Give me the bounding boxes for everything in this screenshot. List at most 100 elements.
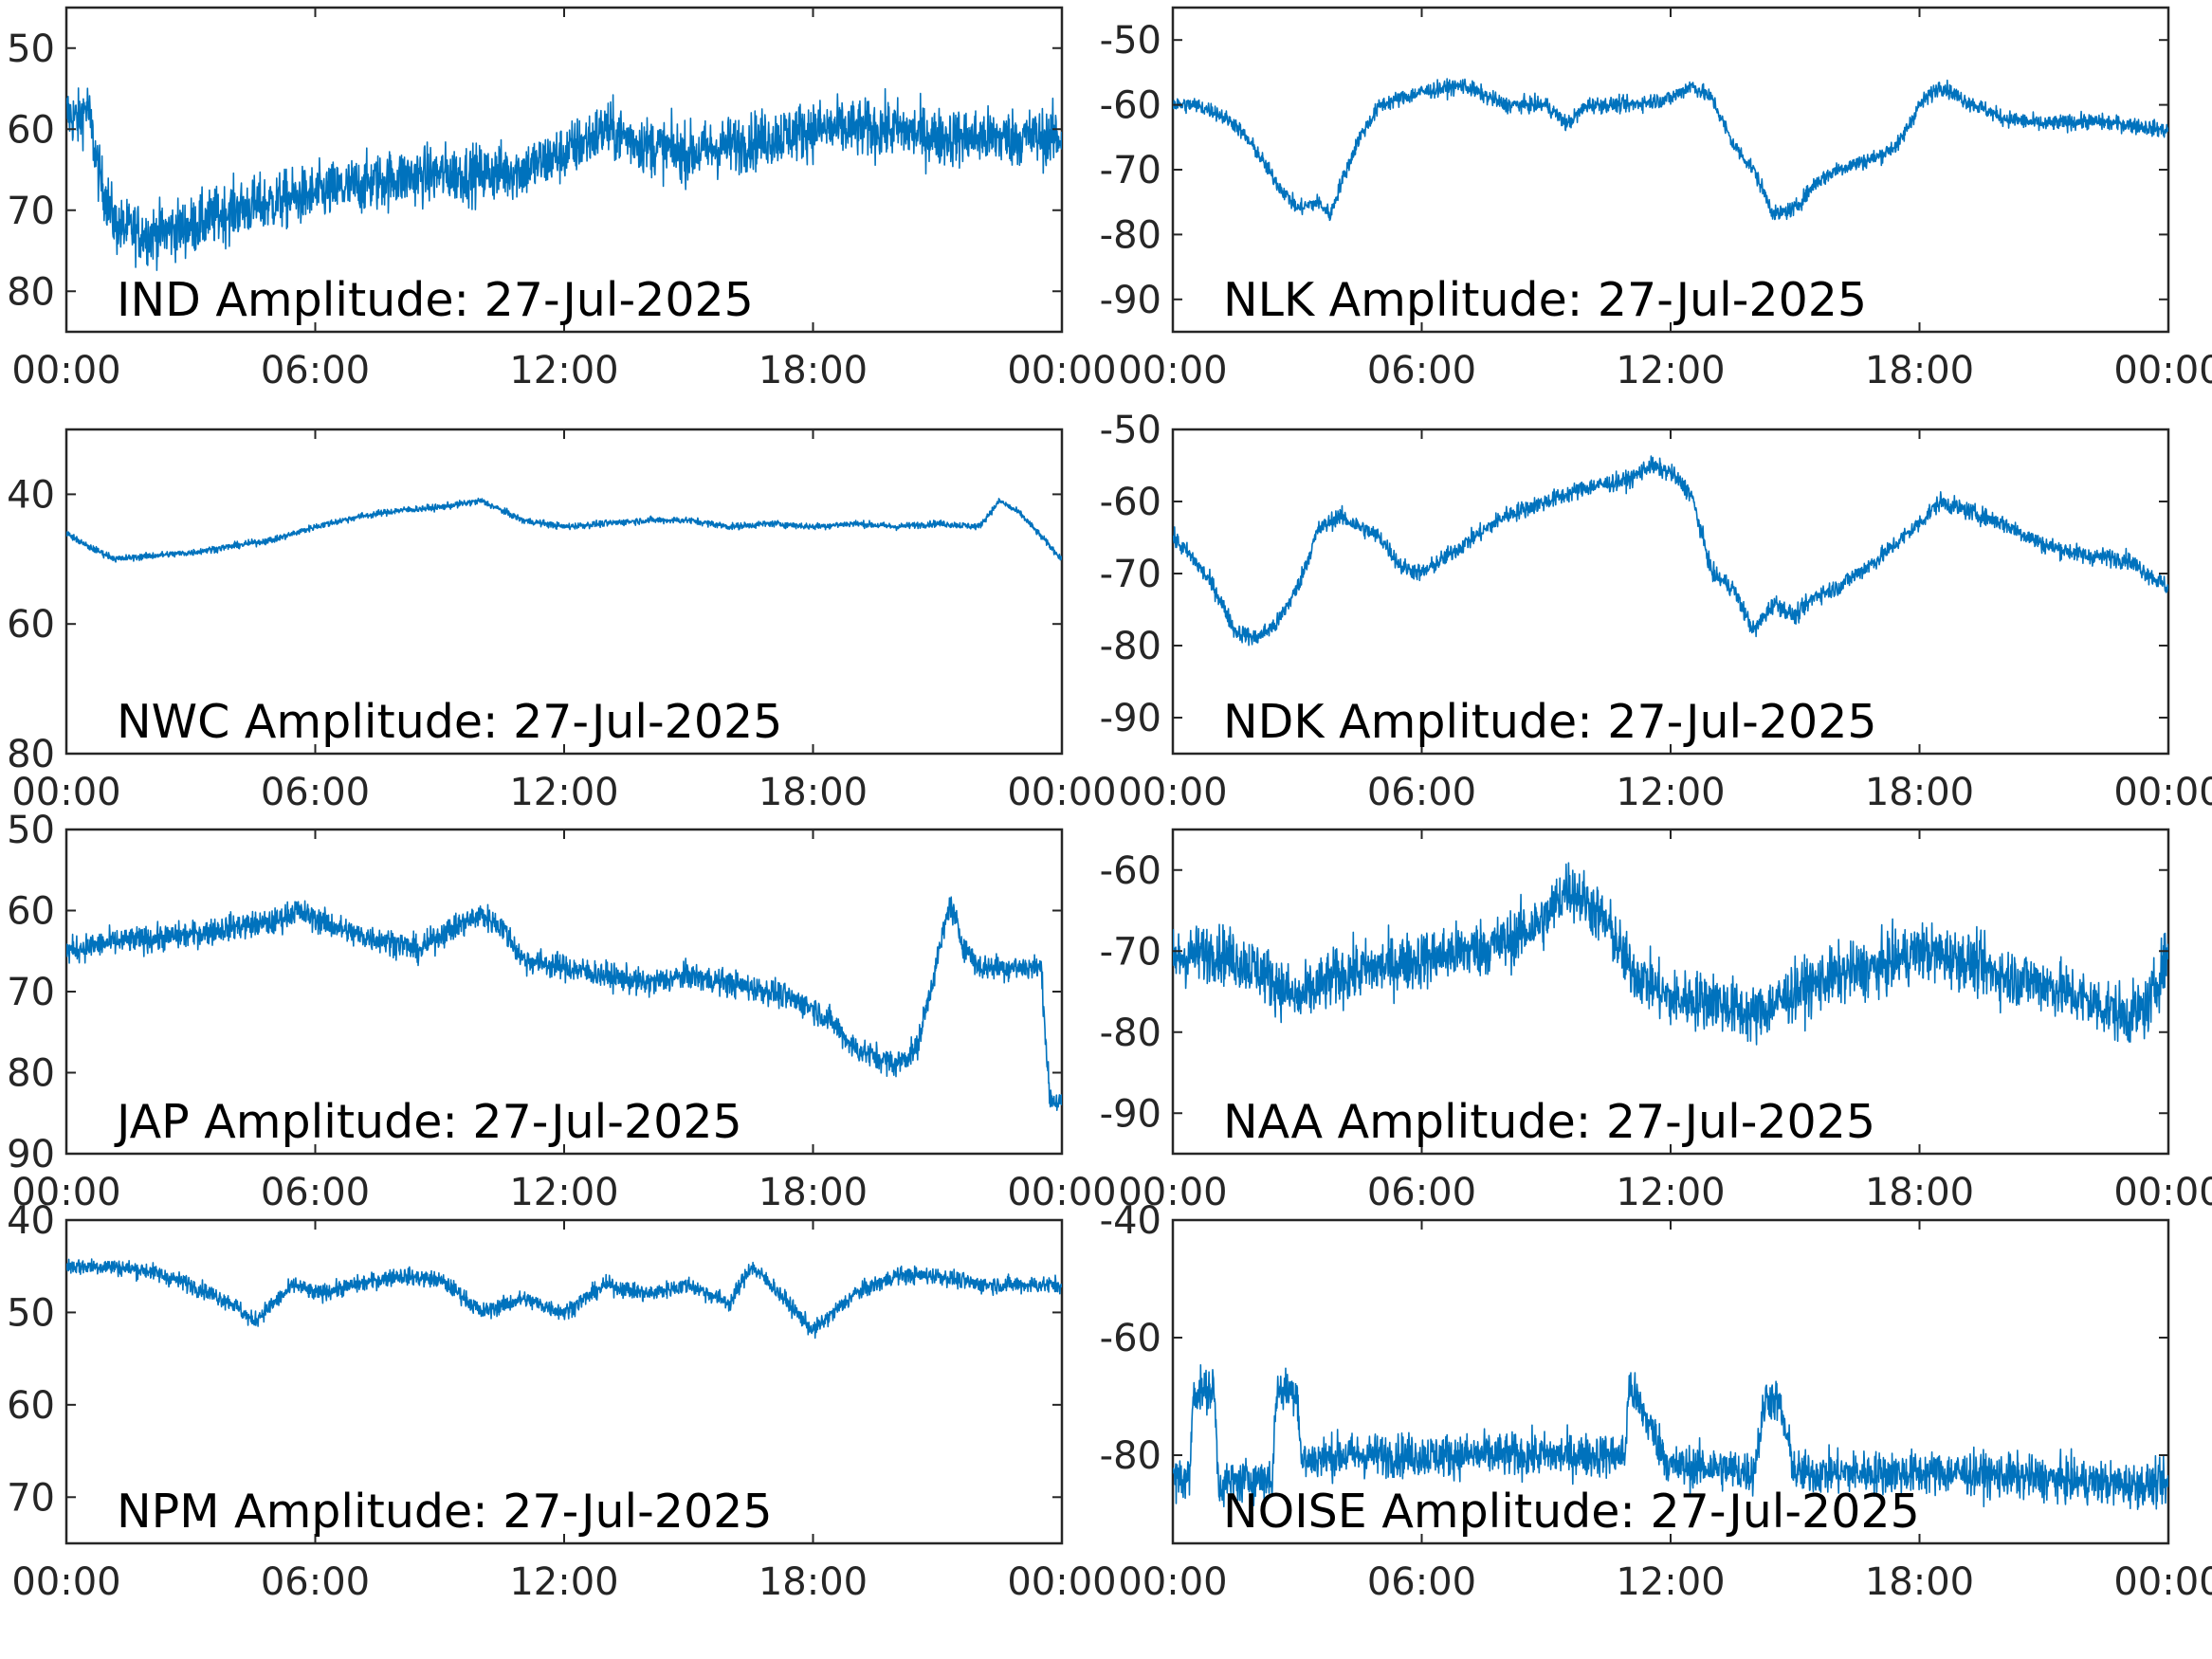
amplitude-trace <box>66 497 1062 563</box>
panel-2: 00:00 06:00 12:00 18:00 00:00 40 60 80 NWC Ampli… <box>7 428 1117 814</box>
x-tick-label: 12:00 <box>509 1171 618 1214</box>
x-tick-label: 18:00 <box>1865 1560 1974 1604</box>
y-tick-label: -80 <box>1100 1012 1161 1055</box>
x-tick-label: 12:00 <box>509 1560 618 1604</box>
y-tick-label: 50 <box>7 809 55 852</box>
panel-3: 00:00 06:00 12:00 18:00 00:00 -50 -60 -70 -80 -90… <box>1100 409 2212 814</box>
axes-frame <box>1171 1218 2170 1545</box>
y-tick-label: -60 <box>1100 84 1161 128</box>
y-tick-label: 60 <box>7 1384 55 1428</box>
amplitude-trace <box>66 1258 1062 1340</box>
y-tick-label: 50 <box>7 1291 55 1335</box>
panel-title: IND Amplitude: 27-Jul-2025 <box>117 273 754 327</box>
y-tick-label: 70 <box>7 1476 55 1520</box>
panel-title: NWC Amplitude: 27-Jul-2025 <box>117 695 782 749</box>
x-tick-label: 00:00 <box>11 1560 120 1604</box>
amplitude-trace <box>66 87 1062 271</box>
x-tick-label: 06:00 <box>261 349 370 392</box>
axes-frame <box>64 828 1064 1156</box>
panel-title: NLK Amplitude: 27-Jul-2025 <box>1223 273 1867 327</box>
x-tick-label: 12:00 <box>509 771 618 814</box>
y-tick-label: -90 <box>1100 697 1161 740</box>
panel-4: 00:00 06:00 12:00 18:00 00:00 50 60 70 80 90 JAP A… <box>7 809 1117 1214</box>
y-tick-label: 70 <box>7 971 55 1014</box>
x-tick-label: 18:00 <box>759 771 868 814</box>
panel-5: 00:00 06:00 12:00 18:00 00:00 -60 -70 -80 -90 NAA… <box>1100 828 2212 1214</box>
x-tick-label: 00:00 <box>11 771 120 814</box>
x-tick-label: 18:00 <box>759 1171 868 1214</box>
x-tick-label: 18:00 <box>1865 771 1974 814</box>
amplitude-trace <box>1173 455 2168 647</box>
y-tick-label: -80 <box>1100 625 1161 668</box>
y-tick-label: -70 <box>1100 149 1161 192</box>
panel-6: 00:00 06:00 12:00 18:00 00:00 40 50 60 70 NPM Amp… <box>7 1199 1117 1604</box>
panel-title: NPM Amplitude: 27-Jul-2025 <box>117 1485 773 1539</box>
panel-title: NOISE Amplitude: 27-Jul-2025 <box>1223 1485 1920 1539</box>
x-tick-label: 18:00 <box>1865 1171 1974 1214</box>
y-tick-label: 40 <box>7 473 55 517</box>
panel-title: JAP Amplitude: 27-Jul-2025 <box>114 1095 742 1149</box>
x-tick-label: 00:00 <box>2113 771 2212 814</box>
y-tick-label: -80 <box>1100 1434 1161 1478</box>
x-tick-label: 00:00 <box>2113 349 2212 392</box>
x-tick-label: 00:00 <box>2113 1560 2212 1604</box>
y-tick-label: -50 <box>1100 19 1161 63</box>
x-tick-label: 18:00 <box>759 349 868 392</box>
y-tick-label: 90 <box>7 1133 55 1176</box>
y-tick-label: -40 <box>1100 1199 1161 1243</box>
x-tick-label: 00:00 <box>11 1171 120 1214</box>
amplitude-trace <box>66 896 1062 1111</box>
panel-1: 00:00 06:00 12:00 18:00 00:00 -50 -60 -70 -80 -90… <box>1100 6 2212 392</box>
amplitude-trace <box>1173 1364 2168 1510</box>
x-tick-label: 12:00 <box>1616 349 1725 392</box>
x-tick-label: 12:00 <box>1616 771 1725 814</box>
y-tick-label: -60 <box>1100 1317 1161 1360</box>
axes-frame <box>64 428 1064 756</box>
x-tick-label: 00:00 <box>1118 771 1227 814</box>
x-tick-label: 06:00 <box>261 771 370 814</box>
x-tick-label: 00:00 <box>1118 1171 1227 1214</box>
x-tick-label: 00:00 <box>1007 1171 1116 1214</box>
x-tick-label: 06:00 <box>1367 1560 1476 1604</box>
y-tick-label: 80 <box>7 1052 55 1096</box>
x-tick-label: 06:00 <box>1367 349 1476 392</box>
x-tick-label: 06:00 <box>1367 771 1476 814</box>
x-tick-label: 00:00 <box>1007 1560 1116 1604</box>
y-tick-label: 80 <box>7 270 55 314</box>
x-tick-label: 00:00 <box>11 349 120 392</box>
x-tick-label: 00:00 <box>1007 771 1116 814</box>
panel-title: NAA Amplitude: 27-Jul-2025 <box>1223 1095 1875 1149</box>
y-tick-label: 80 <box>7 733 55 776</box>
panel-title: NDK Amplitude: 27-Jul-2025 <box>1223 695 1877 749</box>
y-tick-label: -50 <box>1100 409 1161 452</box>
y-tick-label: -80 <box>1100 213 1161 257</box>
x-tick-label: 06:00 <box>261 1560 370 1604</box>
axes-frame <box>1171 428 2170 756</box>
y-tick-label: -90 <box>1100 1092 1161 1136</box>
x-tick-label: 06:00 <box>261 1171 370 1214</box>
y-tick-label: 70 <box>7 190 55 233</box>
x-tick-label: 12:00 <box>509 349 618 392</box>
x-tick-label: 00:00 <box>1118 349 1227 392</box>
x-tick-label: 00:00 <box>1007 349 1116 392</box>
y-tick-label: 40 <box>7 1199 55 1243</box>
y-tick-label: 60 <box>7 108 55 152</box>
x-tick-label: 12:00 <box>1616 1560 1725 1604</box>
y-tick-label: -60 <box>1100 849 1161 893</box>
panel-0: 00:00 06:00 12:00 18:00 00:00 50 60 70 80 IND Amp… <box>7 6 1117 392</box>
amplitude-trace <box>1173 862 2168 1046</box>
y-tick-label: 60 <box>7 890 55 934</box>
y-tick-label: 60 <box>7 603 55 647</box>
y-tick-label: -60 <box>1100 481 1161 524</box>
x-tick-label: 00:00 <box>1118 1560 1227 1604</box>
y-tick-label: -70 <box>1100 553 1161 596</box>
amplitude-trace <box>1173 78 2168 222</box>
x-tick-label: 00:00 <box>2113 1171 2212 1214</box>
y-tick-label: -70 <box>1100 930 1161 974</box>
x-tick-label: 06:00 <box>1367 1171 1476 1214</box>
x-tick-label: 12:00 <box>1616 1171 1725 1214</box>
x-tick-label: 18:00 <box>759 1560 868 1604</box>
y-tick-label: -90 <box>1100 279 1161 322</box>
y-tick-label: 50 <box>7 27 55 71</box>
